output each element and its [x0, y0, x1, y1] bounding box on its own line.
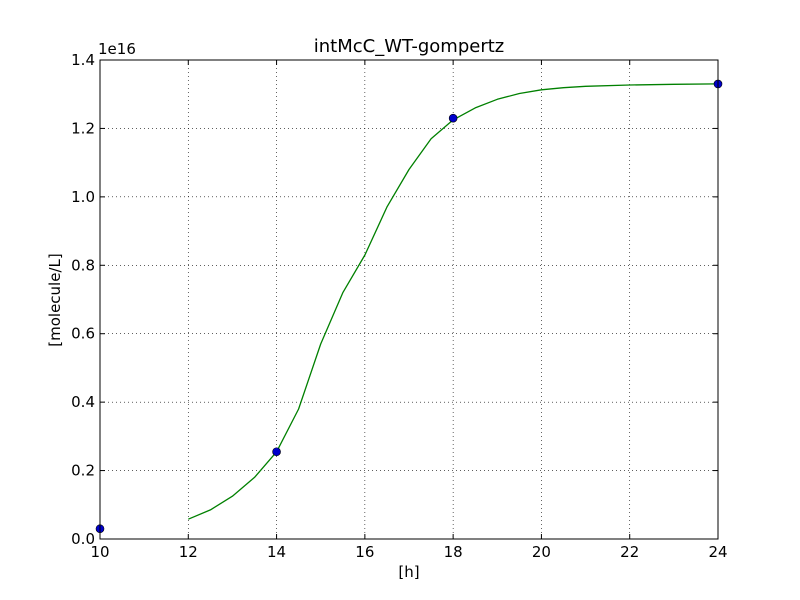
data-points-layer	[95, 79, 723, 534]
y-tick-label: 0.0	[71, 530, 95, 548]
y-tick-label: 0.2	[71, 462, 95, 480]
x-tick-label: 22	[620, 543, 639, 561]
x-tick-label: 16	[355, 543, 374, 561]
y-axis-title: [molecule/L]	[46, 253, 64, 346]
y-tick-label: 1.2	[71, 119, 95, 137]
fit-curve-layer	[188, 83, 719, 520]
x-tick-label: 18	[444, 543, 463, 561]
axis-ticks: 10 12 14 16 18 20 22 24 0.0 0.2 0.4 0.6 0.8 1.0 1.2 1.4	[71, 51, 727, 561]
data-point	[448, 113, 458, 123]
x-tick-label: 10	[90, 543, 109, 561]
x-axis-title: [h]	[398, 563, 419, 581]
y-tick-label: 1.4	[71, 51, 95, 69]
x-tick-label: 20	[532, 543, 551, 561]
grid	[100, 60, 718, 539]
y-tick-label: 0.6	[71, 325, 95, 343]
data-point	[272, 447, 281, 457]
y-tick-label: 0.4	[71, 393, 95, 411]
x-tick-label: 12	[179, 543, 198, 561]
fit-curve	[188, 83, 719, 520]
y-tick-label: 1.0	[71, 188, 95, 206]
plot-area-frame	[99, 59, 719, 540]
chart-title: intMcC_WT-gompertz	[314, 36, 504, 57]
y-scale-label: 1e16	[98, 40, 136, 58]
x-tick-label: 14	[267, 543, 286, 561]
x-tick-label: 24	[708, 543, 727, 561]
y-tick-label: 0.8	[71, 256, 95, 274]
